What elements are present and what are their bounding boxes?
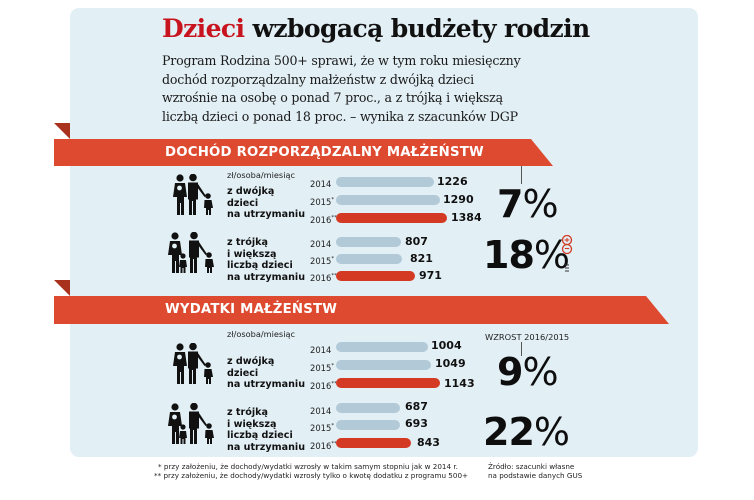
growth-label: WZROST 2016/2015 [485,332,570,342]
bar-value: 1384 [451,211,482,224]
bar-value: 1004 [431,339,462,352]
bar-value: 821 [410,252,433,265]
footnotes: * przy założeniu, że dochody/wydatki wzr… [154,462,468,480]
bar-value: 1290 [443,193,474,206]
bar-value: 693 [405,417,428,430]
year-label: 2014 [310,239,332,249]
section-heading-text: DOCHÓD ROZPORZĄDZALNY MAŁŻEŃSTW [165,145,484,160]
lede-line: Program Rodzina 500+ sprawi, że w tym ro… [162,53,521,68]
family-two-children-icon [173,343,213,384]
lede-line: dochód rozporządzalny małżeństw z dwójką… [162,71,474,87]
bar-value: 807 [405,235,428,248]
year-label: 2016** [310,215,337,225]
footnote: * przy założeniu, że dochody/wydatki wzr… [158,462,458,471]
section-heading-income: DOCHÓD ROZPORZĄDZALNY MAŁŻEŃSTW [54,139,553,166]
year-label: 2015* [310,363,335,373]
group-label-line: na utrzymaniu [227,271,306,283]
title-rest: wzbogacą budżety rodzin [252,14,591,43]
family-two-children-icon [173,174,213,215]
group-label-line: na utrzymaniu [227,441,306,453]
bar-value: 1226 [437,175,468,188]
group-label-line: na utrzymaniu [227,379,306,390]
source-line: Źródło: szacunki własne [488,462,575,471]
bar-2016 [336,438,411,448]
title-highlight: Dzieci [162,14,245,43]
bar-value: 1143 [444,377,475,390]
group-label-line: liczbą dzieci [227,430,293,441]
page-title: Dzieci wzbogacą budżety rodzin [162,14,590,43]
bar-value: 971 [419,269,442,282]
bar-2014 [336,342,428,352]
lede-paragraph: Program Rodzina 500+ sprawi, że w tym ro… [162,52,582,126]
family-three-children-icon [168,403,214,444]
year-label: 2016** [310,381,337,391]
year-label: 2014 [310,345,332,355]
group-label: z trójką i większą liczbą dzieci na utrz… [227,237,305,283]
source-note: Źródło: szacunki własne na podstawie dan… [488,462,582,480]
family-three-children-icon [168,232,214,273]
ribbon-fold [54,280,70,296]
group-label-line: z trójką [227,237,268,248]
ribbon-fold [54,123,70,139]
growth-pointer [521,342,522,356]
group-label-line: z trójką [227,407,268,418]
growth-percent: 9% [497,350,559,394]
source-line: na podstawie danych GUS [488,471,583,480]
lede-line: liczbą dzieci o ponad 18 proc. – wynika … [162,108,518,124]
group-label: z trójką i większą liczbą dzieci na utrz… [227,407,305,453]
bar-2016 [336,271,415,281]
year-label: 2014 [310,406,332,416]
year-label: 2016** [310,273,337,283]
group-label-line: i większą [227,248,277,260]
group-label: z dwójką dzieci na utrzymaniu [227,356,305,391]
publisher-logo-icon [561,235,573,272]
year-label: 2014 [310,179,332,189]
growth-percent: 18% [483,233,570,277]
group-label-line: liczbą dzieci [227,260,293,271]
group-label-line: z dwójką [227,356,275,367]
bar-2015 [336,360,431,370]
bar-2015 [336,420,400,430]
bar-2016 [336,213,447,223]
bar-2014 [336,177,434,187]
year-label: 2015* [310,423,335,433]
lede-line: wzrośnie na osobę o ponad 7 proc., a z t… [162,90,503,106]
footnote: ** przy założeniu, że dochody/wydatki wz… [154,471,469,480]
unit-label: zł/osoba/miesiąc [227,170,295,180]
bar-value: 843 [417,436,440,449]
group-label: z dwójką dzieci na utrzymaniu [227,186,305,221]
bar-value: 1049 [435,357,466,370]
year-label: 2015* [310,197,335,207]
group-label-line: dzieci [227,367,259,379]
year-label: 2016** [310,441,337,451]
growth-pointer [521,166,522,184]
growth-percent: 7% [497,182,559,226]
group-label-line: i większą [227,418,277,430]
group-label-line: na utrzymaniu [227,209,306,220]
bar-2014 [336,403,400,413]
bar-value: 687 [405,400,428,413]
growth-percent: 22% [483,410,570,454]
section-heading-expenses: WYDATKI MAŁŻEŃSTW [54,296,669,324]
bar-2015 [336,254,402,264]
bar-2016 [336,378,440,388]
group-label-line: dzieci [227,197,259,209]
bar-2015 [336,195,440,205]
year-label: 2015* [310,256,335,266]
section-heading-text: WYDATKI MAŁŻEŃSTW [165,302,338,317]
unit-label: zł/osoba/miesiąc [227,329,295,339]
bar-2014 [336,237,401,247]
group-label-line: z dwójką [227,186,275,197]
